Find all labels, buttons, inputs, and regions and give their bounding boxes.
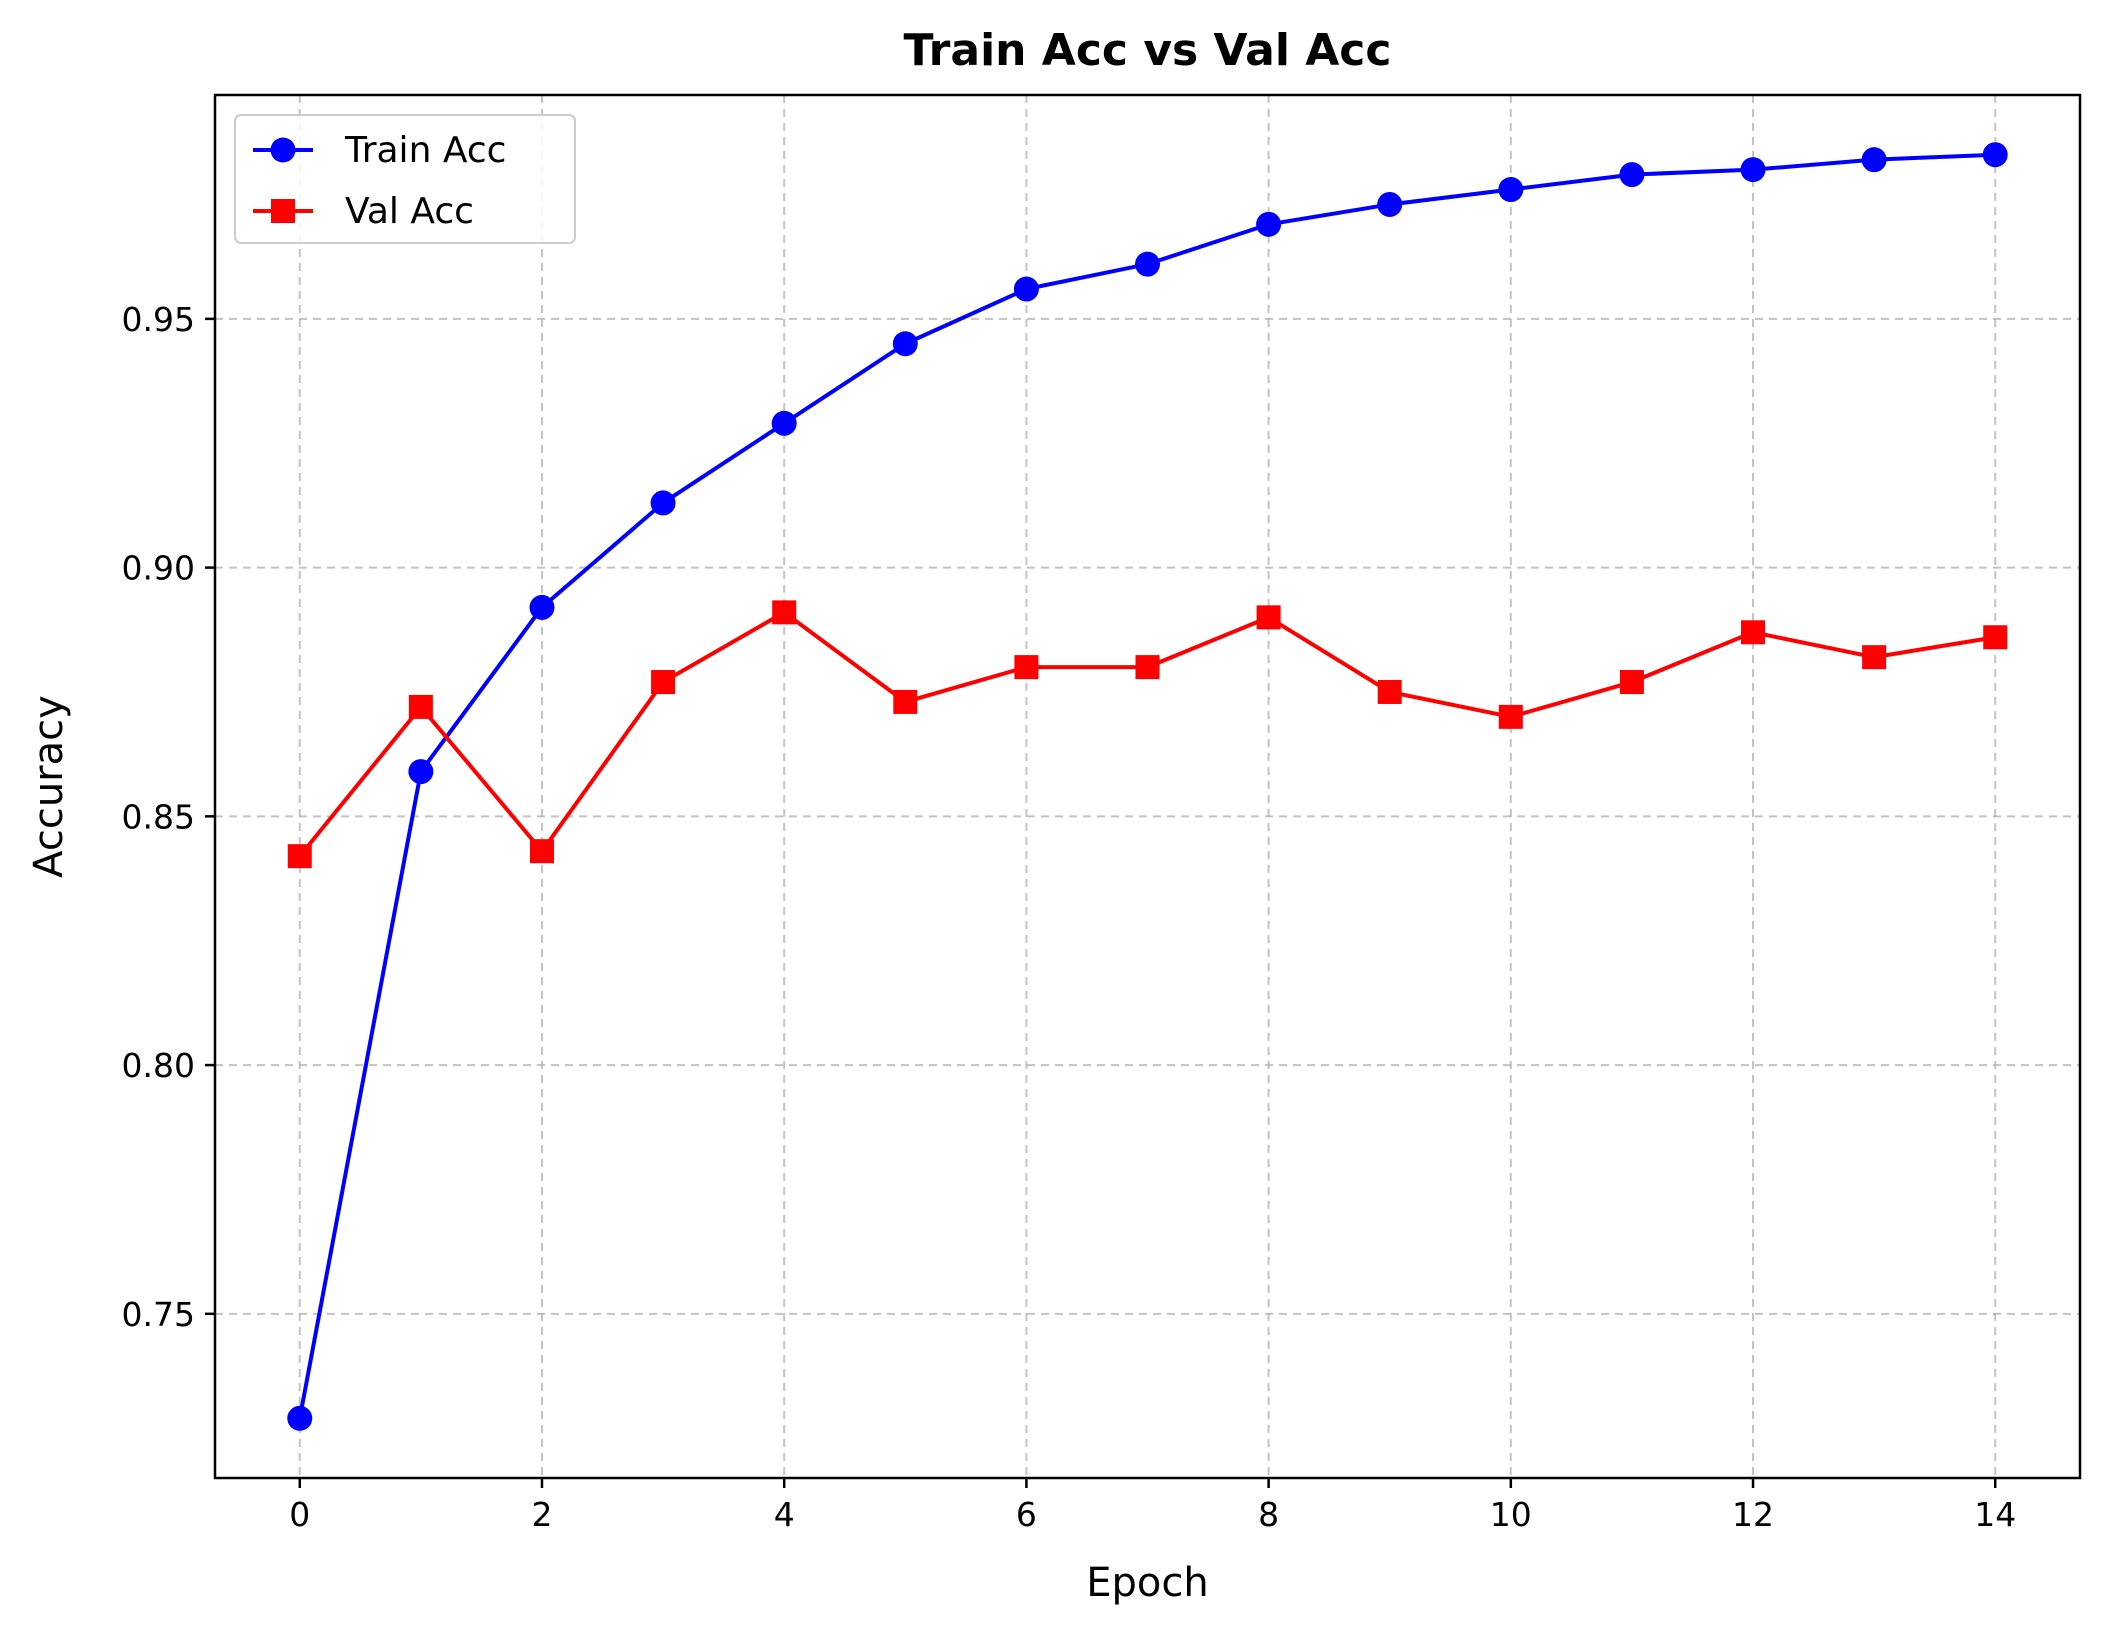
data-point (650, 490, 676, 516)
data-point (1498, 177, 1524, 203)
data-point (1377, 191, 1403, 217)
data-point (1740, 157, 1766, 183)
legend-label: Train Acc (344, 130, 506, 171)
y-tick-label: 0.95 (122, 300, 195, 339)
data-point (287, 844, 312, 869)
legend-item: Val Acc (253, 191, 474, 232)
x-tick-label: 4 (774, 1495, 795, 1534)
legend-marker (271, 199, 295, 223)
data-point (408, 759, 434, 785)
x-tick-label: 14 (1974, 1495, 2016, 1534)
data-point (1377, 679, 1402, 704)
chart-title: Train Acc vs Val Acc (904, 25, 1392, 76)
x-tick-label: 8 (1258, 1495, 1279, 1534)
legend-item: Train Acc (253, 130, 506, 171)
data-point (893, 689, 918, 714)
legend: Train Acc Val Acc (234, 114, 576, 244)
x-tick-label: 12 (1732, 1495, 1774, 1534)
data-point (1741, 620, 1766, 645)
data-point (1619, 670, 1644, 695)
data-point (1014, 655, 1039, 680)
axis-ticks: 0 2 4 6 8 10 12 14 0.75 0.80 0.85 0.90 0.95 (122, 300, 2017, 1534)
x-tick-label: 10 (1490, 1495, 1532, 1534)
data-point (771, 410, 797, 436)
x-tick-label: 2 (531, 1495, 552, 1534)
data-point (1862, 645, 1887, 670)
x-tick-label: 0 (289, 1495, 310, 1534)
data-point (408, 694, 433, 719)
y-tick-label: 0.85 (122, 797, 195, 836)
plot-frame (213, 93, 2082, 1480)
legend-marker (270, 137, 296, 163)
data-point (1619, 162, 1645, 188)
data-point (529, 839, 554, 864)
y-axis-label: Accuracy (26, 695, 72, 878)
series-train-acc (287, 142, 2008, 1431)
y-tick-label: 0.75 (122, 1295, 195, 1334)
data-point (1498, 704, 1523, 729)
grid (215, 95, 2080, 1478)
data-point (1861, 147, 1887, 173)
data-point (1013, 276, 1039, 302)
x-tick-label: 6 (1016, 1495, 1037, 1534)
data-point (529, 594, 555, 620)
data-point (1135, 251, 1160, 277)
y-tick-label: 0.80 (122, 1046, 195, 1085)
data-point (287, 1405, 313, 1431)
series-layer (287, 142, 2008, 1431)
x-axis-label: Epoch (1086, 1560, 1208, 1606)
legend-label: Val Acc (345, 191, 474, 232)
data-point (651, 670, 676, 695)
data-point (1256, 605, 1281, 630)
data-point (772, 600, 797, 625)
y-tick-label: 0.90 (122, 549, 195, 588)
data-point (1135, 655, 1160, 680)
series-val-acc (287, 600, 2008, 869)
data-point (892, 331, 918, 357)
data-point (1256, 211, 1282, 237)
legend-box (234, 114, 576, 244)
data-point (1983, 625, 2008, 650)
data-point (1982, 142, 2008, 168)
